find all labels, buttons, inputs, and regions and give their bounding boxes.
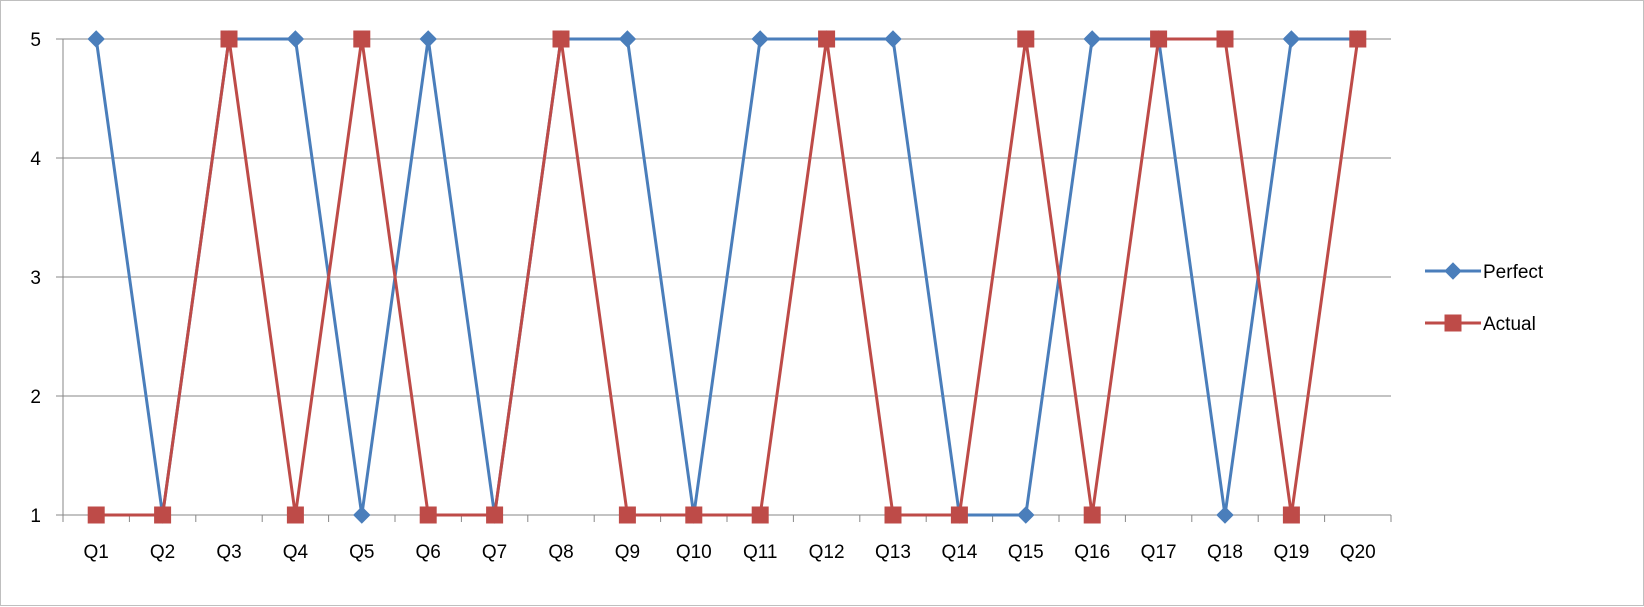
- data-point-actual: [552, 30, 570, 48]
- x-tick-label: Q7: [482, 542, 507, 563]
- data-point-actual: [618, 506, 636, 524]
- data-point-perfect: [884, 30, 902, 48]
- y-tick-label: 5: [30, 30, 41, 51]
- data-point-perfect: [87, 30, 105, 48]
- x-tick-label: Q1: [84, 542, 109, 563]
- data-point-actual: [486, 506, 504, 524]
- data-point-perfect: [1017, 506, 1035, 524]
- legend-label-perfect: Perfect: [1483, 262, 1544, 283]
- data-point-perfect: [1216, 506, 1234, 524]
- data-point-actual: [818, 30, 836, 48]
- data-point-actual: [419, 506, 437, 524]
- x-tick-label: Q4: [283, 542, 309, 563]
- x-tick-label: Q10: [676, 542, 712, 563]
- x-tick-label: Q15: [1008, 542, 1044, 563]
- x-tick-label: Q14: [941, 542, 977, 563]
- y-tick-label: 2: [30, 387, 41, 408]
- data-point-actual: [87, 506, 105, 524]
- x-tick-label: Q2: [150, 542, 175, 563]
- axes: 1 2 3 4 5 Q1 Q2 Q3 Q4 Q5 Q6 Q7 Q8 Q9 Q10 Q11 Q12 Q13 Q14 Q1…: [30, 30, 1392, 563]
- data-point-perfect: [751, 30, 769, 48]
- data-point-perfect: [1282, 30, 1301, 48]
- x-tick-label: Q19: [1273, 542, 1309, 563]
- data-point-actual: [154, 506, 172, 524]
- series-line-actual: [96, 37, 1360, 517]
- x-tick-label: Q17: [1141, 542, 1177, 563]
- y-tick-label: 3: [30, 268, 41, 289]
- data-point-actual: [751, 506, 769, 524]
- data-point-actual: [685, 506, 703, 524]
- x-tick-label: Q12: [809, 542, 845, 563]
- data-point-actual: [1349, 30, 1367, 48]
- series-line-perfect: [94, 37, 1358, 517]
- data-point-actual: [1282, 506, 1300, 524]
- data-point-actual: [1017, 30, 1035, 48]
- legend-marker-perfect: [1444, 262, 1462, 280]
- legend: Perfect Actual: [1425, 262, 1544, 335]
- series-markers: [87, 30, 1367, 524]
- y-tick-label: 4: [30, 149, 41, 170]
- data-point-actual: [1083, 506, 1101, 524]
- data-point-perfect: [419, 30, 437, 48]
- data-point-perfect: [618, 30, 637, 48]
- data-point-actual: [286, 506, 304, 524]
- legend-label-actual: Actual: [1483, 314, 1536, 335]
- data-point-actual: [220, 30, 238, 48]
- x-tick-label: Q9: [615, 542, 640, 563]
- data-point-actual: [884, 506, 902, 524]
- x-tick-label: Q11: [743, 542, 778, 563]
- x-tick-label: Q18: [1207, 542, 1243, 563]
- data-point-perfect: [353, 506, 371, 524]
- data-point-perfect: [286, 30, 305, 48]
- data-point-actual: [950, 506, 968, 524]
- data-point-actual: [1150, 30, 1168, 48]
- legend-marker-actual: [1444, 314, 1462, 332]
- x-tick-label: Q8: [548, 542, 573, 563]
- x-tick-label: Q13: [875, 542, 911, 563]
- data-point-actual: [1216, 30, 1234, 48]
- series-lines: [94, 37, 1360, 517]
- x-tick-label: Q5: [349, 542, 374, 563]
- x-tick-label: Q16: [1074, 542, 1110, 563]
- y-tick-label: 1: [30, 506, 41, 527]
- data-point-perfect: [1083, 30, 1101, 48]
- data-point-actual: [353, 30, 371, 48]
- x-tick-label: Q20: [1340, 542, 1376, 563]
- x-tick-label: Q3: [216, 542, 241, 563]
- x-tick-label: Q6: [416, 542, 441, 563]
